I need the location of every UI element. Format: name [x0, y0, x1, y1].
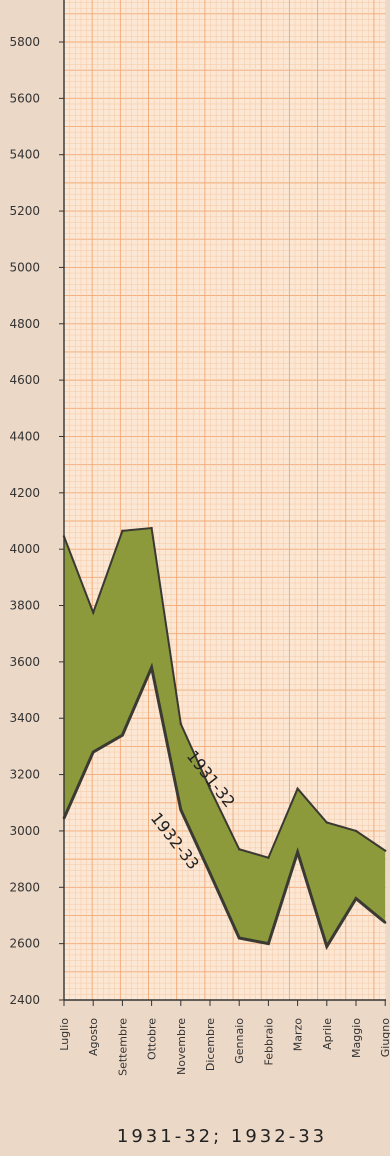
y-tick-label: 2800: [9, 880, 40, 894]
data-point-1932-33-Novembre: [179, 808, 182, 812]
x-axis-title: 1931-32; 1932-33: [117, 1126, 327, 1147]
data-point-1931-32-Marzo: [296, 787, 299, 790]
data-point-1932-33-Febbraio: [267, 942, 270, 945]
y-tick-label: 2600: [9, 937, 40, 951]
y-tick-label: 3400: [9, 711, 40, 725]
y-tick-label: 4800: [9, 317, 40, 331]
y-tick-label: 4000: [9, 542, 40, 556]
difference-band: [64, 528, 386, 947]
y-tick-label: 5800: [9, 35, 40, 49]
data-point-1932-33-Gennaio: [238, 936, 241, 940]
x-tick-label-gennaio: Gennaio: [233, 1018, 246, 1064]
y-tick-label: 5200: [9, 204, 40, 218]
data-point-1931-32-Agosto: [92, 611, 95, 614]
data-point-1931-32-Ottobre: [150, 526, 153, 530]
x-tick-label-giugno: Giugno: [379, 1018, 390, 1058]
data-point-1931-32-Gennaio: [238, 848, 241, 851]
data-point-1931-32-Aprile: [325, 821, 328, 824]
data-point-1931-32-Maggio: [354, 829, 358, 833]
data-point-1932-33-Maggio: [354, 897, 358, 900]
data-point-1931-32-Giugno: [384, 849, 387, 852]
y-tick-label: 5000: [9, 260, 40, 274]
data-point-1932-33-Ottobre: [150, 666, 153, 669]
y-axis-ticks: 2400 2600 2800 3000 3200 3400 3600 3800 4000 4200…: [9, 35, 64, 1007]
data-point-1931-32-Dicembre: [208, 787, 212, 790]
x-tick-label-agosto: Agosto: [87, 1018, 100, 1056]
x-tick-label-ottobre: Ottobre: [146, 1018, 159, 1060]
data-point-1932-33-Aprile: [325, 945, 328, 948]
y-tick-label: 4600: [9, 373, 40, 387]
data-point-1931-32-Settembre: [121, 529, 124, 533]
x-tick-label-novembre: Novembre: [175, 1018, 188, 1075]
series-line-1932-33: [62, 662, 387, 951]
x-tick-label-marzo: Marzo: [292, 1018, 305, 1052]
x-axis-ticks: Luglio Agosto Settembre Ottobre Novembre Dice…: [58, 1000, 390, 1076]
data-point-1932-33-Agosto: [92, 750, 95, 754]
data-point-1932-33-Giugno: [384, 921, 387, 924]
data-point-1931-32-Febbraio: [267, 856, 270, 859]
y-tick-label: 4200: [9, 486, 40, 500]
y-tick-label: 3000: [9, 824, 40, 838]
x-tick-label-aprile: Aprile: [321, 1018, 334, 1050]
y-tick-label: 3600: [9, 655, 40, 669]
x-tick-label-luglio: Luglio: [58, 1018, 71, 1051]
x-tick-label-dicembre: Dicembre: [204, 1018, 217, 1071]
x-tick-label-maggio: Maggio: [350, 1018, 363, 1058]
y-tick-label: 3800: [9, 599, 40, 613]
data-point-1932-33-Dicembre: [208, 872, 212, 875]
series-line-1931-32: [63, 526, 386, 859]
y-tick-label: 5600: [9, 91, 40, 105]
y-tick-label: 5400: [9, 148, 40, 162]
data-point-1931-32-Novembre: [179, 722, 182, 726]
data-point-1932-33-Marzo: [296, 850, 299, 854]
x-tick-label-settembre: Settembre: [116, 1018, 129, 1076]
data-point-1932-33-Settembre: [121, 733, 124, 737]
y-tick-label: 3200: [9, 768, 40, 782]
y-tick-label: 4400: [9, 429, 40, 443]
y-tick-label: 2400: [9, 993, 40, 1007]
x-tick-label-febbraio: Febbraio: [262, 1018, 275, 1066]
axes: [62, 0, 387, 1001]
